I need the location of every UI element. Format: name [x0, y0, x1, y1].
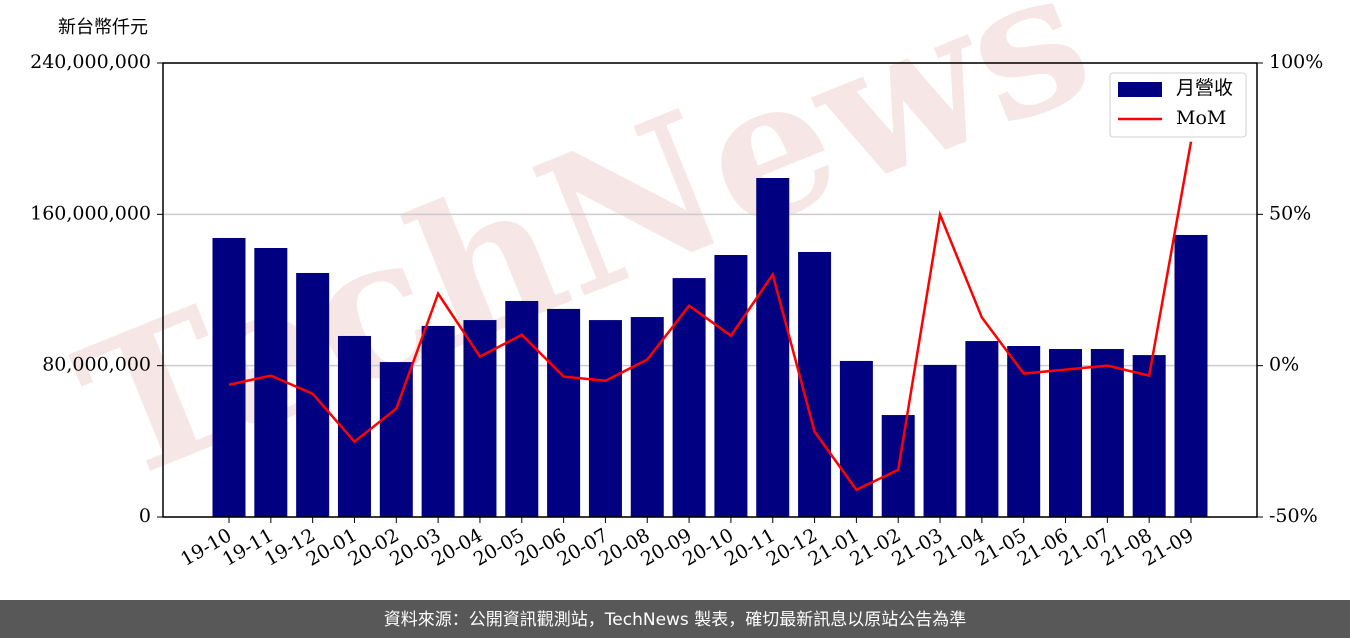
watermark: TechNews	[52, 0, 1118, 526]
y2-tick-label: -50%	[1269, 505, 1318, 527]
bar	[1132, 355, 1166, 517]
legend-label: 月營收	[1176, 77, 1233, 99]
y2-tick-label: 100%	[1269, 51, 1323, 73]
bar	[337, 335, 371, 517]
y2-tick-label: 50%	[1269, 202, 1311, 224]
bar	[254, 248, 288, 517]
bar	[547, 308, 581, 517]
y-tick-label: 80,000,000	[42, 354, 151, 376]
footer	[0, 600, 1350, 638]
bar	[212, 237, 246, 517]
bar	[839, 360, 873, 517]
y-tick-label: 160,000,000	[30, 202, 151, 224]
bar	[965, 341, 999, 517]
bar	[588, 320, 622, 517]
y2-tick-label: 0%	[1269, 354, 1299, 376]
bar	[1174, 234, 1208, 517]
bar	[923, 364, 957, 517]
bar	[1090, 349, 1124, 517]
legend-label: MoM	[1176, 107, 1226, 129]
legend-swatch	[1118, 82, 1162, 97]
bar	[798, 251, 832, 518]
bar	[505, 300, 539, 517]
bar	[756, 178, 790, 517]
legend: 月營收 MoM	[1109, 72, 1247, 138]
bar	[421, 325, 455, 517]
y-tick-label: 0	[139, 505, 151, 527]
source: 資料來源：公開資訊觀測站，TechNews 製表，確切最新訊息以原站公告為準	[384, 610, 966, 630]
line	[228, 141, 1193, 492]
bar	[463, 320, 497, 517]
bar	[630, 317, 664, 517]
plot-frame	[162, 62, 1258, 518]
bar	[1049, 349, 1083, 517]
y-tick-label: 240,000,000	[30, 51, 151, 73]
unit-label: 新台幣仟元	[58, 17, 148, 38]
bar	[714, 255, 748, 518]
bar	[379, 362, 413, 517]
